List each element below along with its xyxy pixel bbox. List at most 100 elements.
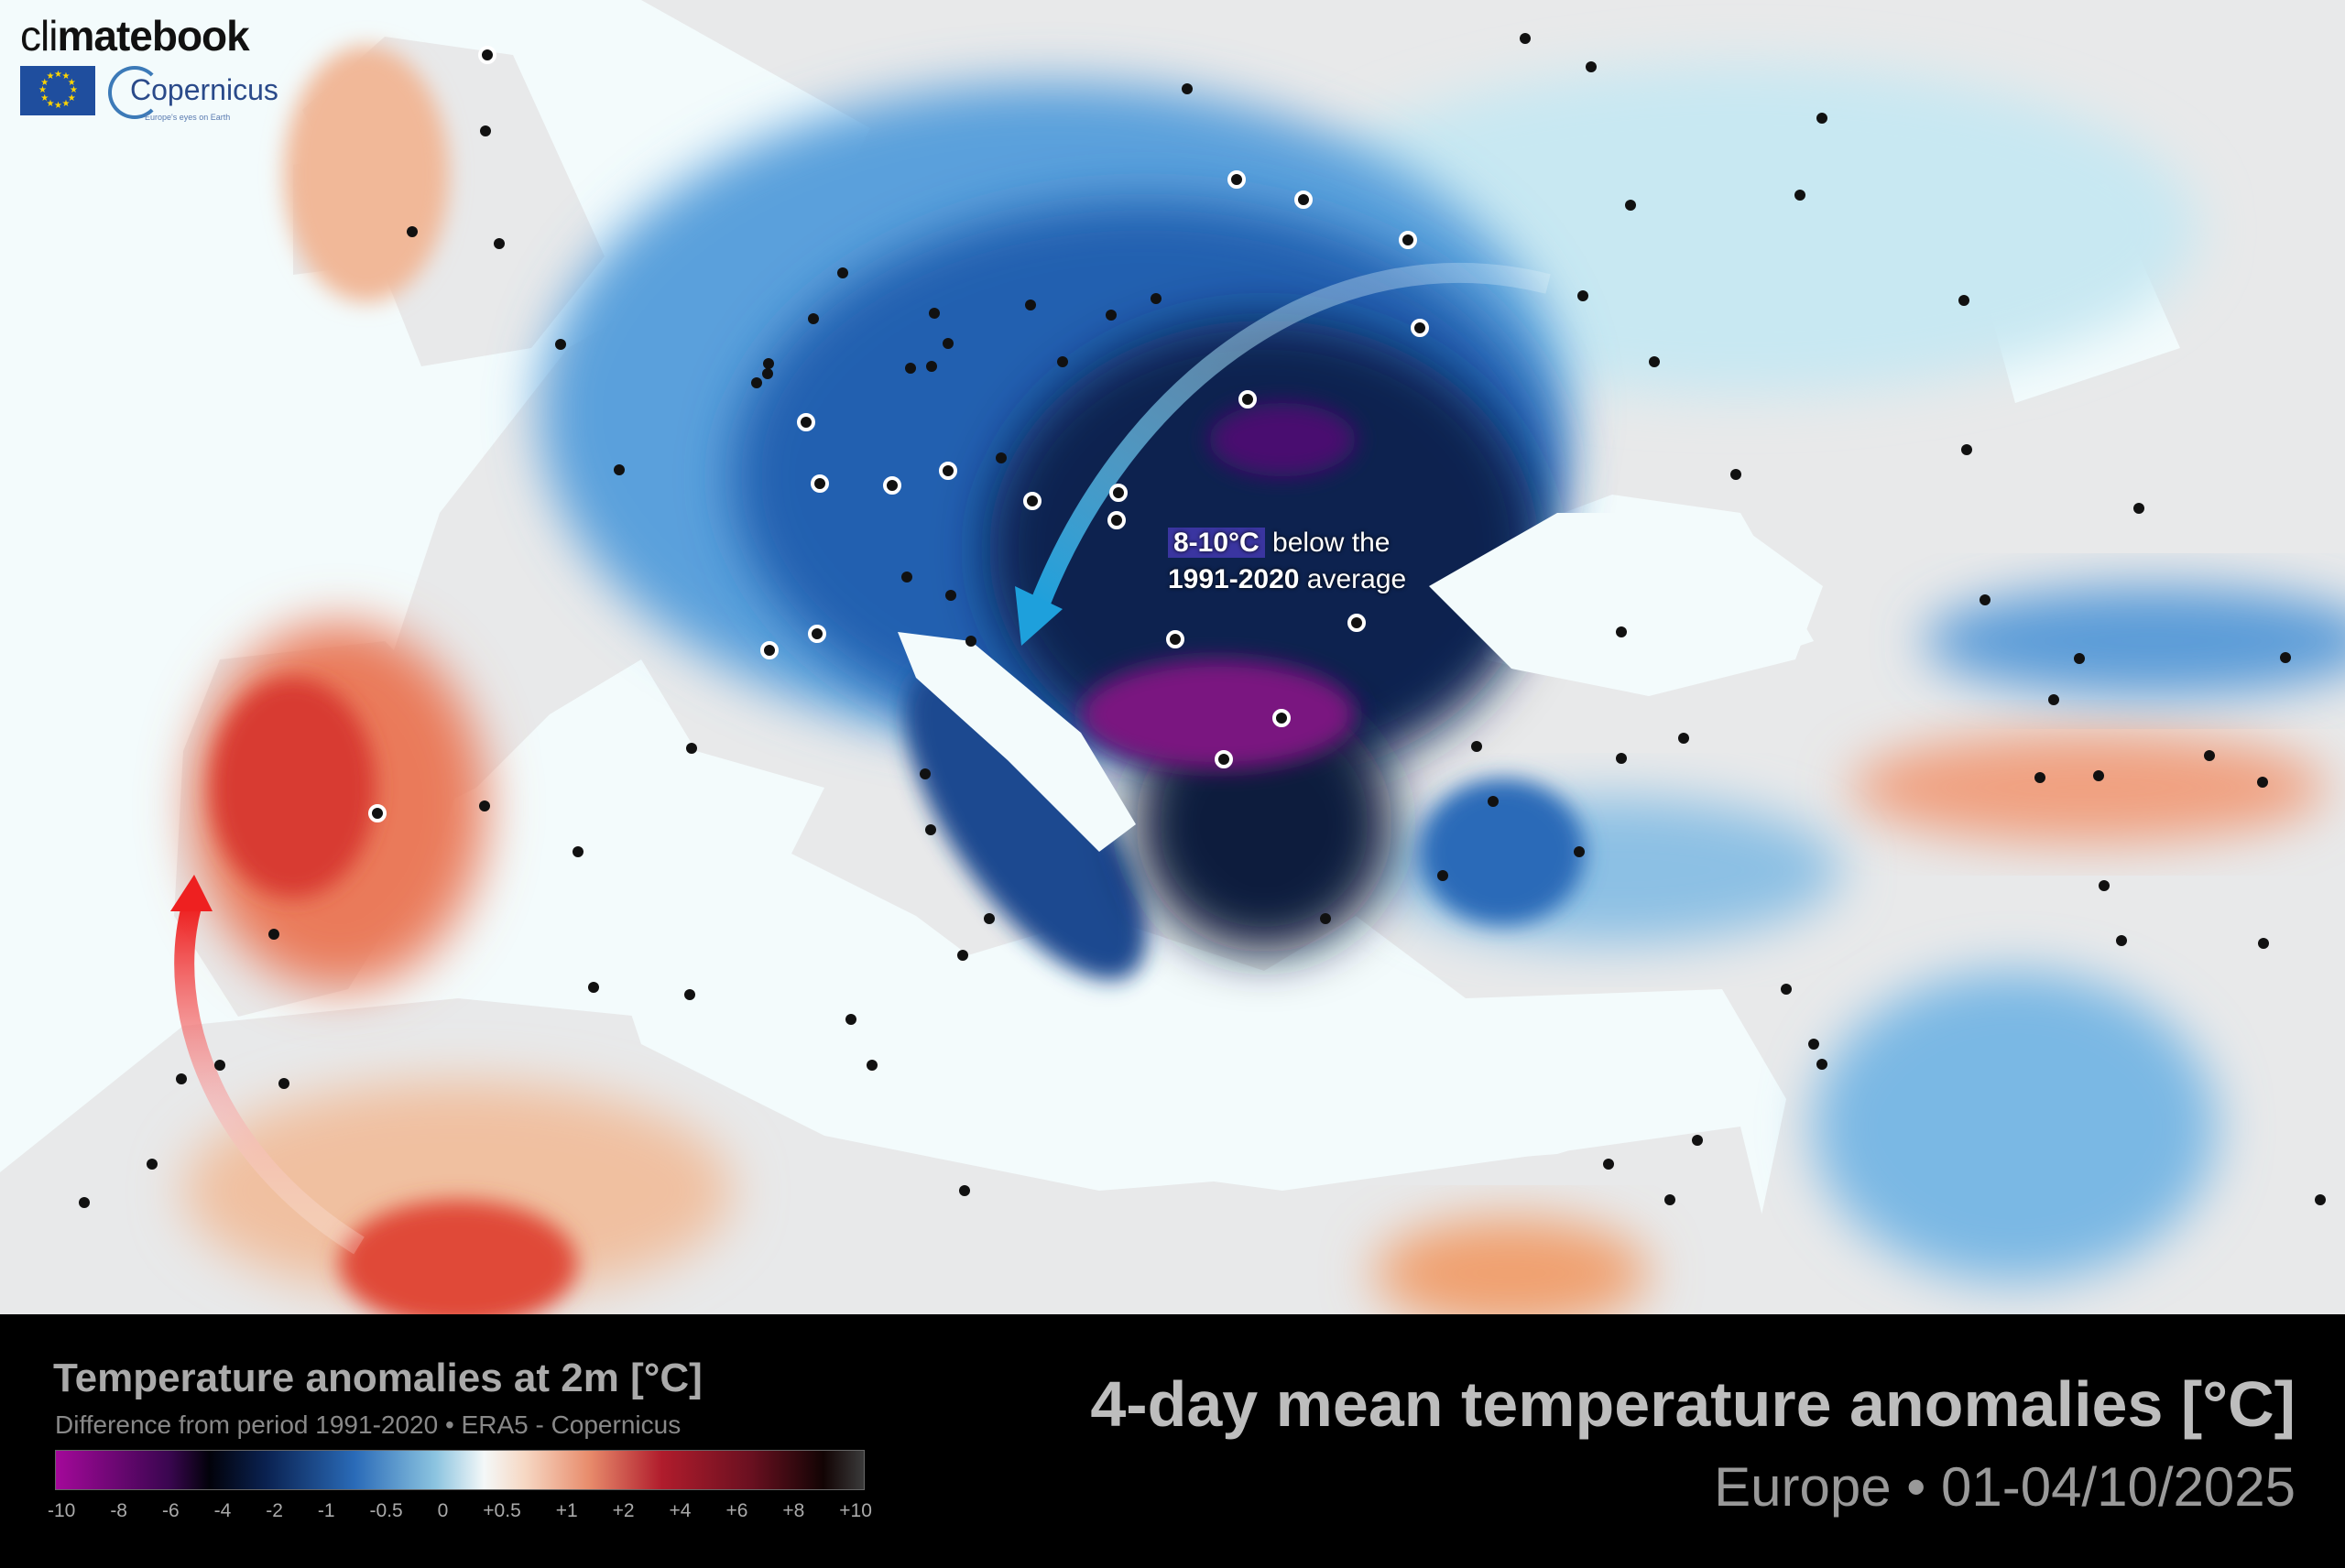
star-icon: ★ (46, 98, 55, 109)
legend-subtitle: Difference from period 1991-2020 • ERA5 … (55, 1410, 682, 1439)
city-marker (1781, 984, 1792, 995)
star-icon: ★ (61, 98, 71, 109)
tick-label: 0 (437, 1500, 449, 1521)
city-marker (214, 1060, 225, 1071)
city-marker (2034, 772, 2045, 783)
city-marker (943, 338, 954, 349)
city-marker (1574, 846, 1585, 857)
city-marker (588, 982, 599, 993)
tick-label: +1 (555, 1500, 578, 1521)
tick-label: +2 (612, 1500, 635, 1521)
legend-title: Temperature anomalies at 2m [°C] (53, 1356, 703, 1400)
city-marker (479, 800, 490, 811)
tick-label: +0.5 (483, 1500, 521, 1521)
anomaly-fields (183, 46, 2345, 1314)
star-icon: ★ (61, 71, 71, 82)
city-marker (901, 572, 912, 583)
city-marker (1320, 913, 1331, 924)
star-icon: ★ (38, 85, 47, 95)
city-marker (1215, 750, 1233, 768)
city-marker (763, 358, 774, 369)
city-marker (1057, 356, 1068, 367)
city-marker (1961, 444, 1972, 455)
climatebook-logo: climatebook ★ ★ ★ ★ ★ ★ ★ ★ ★ ★ ★ ★ Copernicus Euro… (20, 11, 282, 128)
warm-arrow-icon (174, 904, 365, 1255)
city-marker (965, 636, 976, 647)
city-marker (2133, 503, 2144, 514)
city-marker (494, 238, 505, 249)
city-marker (1808, 1039, 1819, 1050)
city-marker (79, 1197, 90, 1208)
city-marker (1471, 741, 1482, 752)
color-scale (55, 1450, 865, 1490)
tick-label: +10 (839, 1500, 872, 1521)
tick-label: -6 (161, 1500, 180, 1521)
city-marker (1586, 61, 1597, 72)
city-marker (1577, 290, 1588, 301)
city-marker (1678, 733, 1689, 744)
city-marker (368, 804, 387, 822)
city-marker (1347, 614, 1366, 632)
cold-arrow-head (1015, 586, 1063, 646)
city-marker (1166, 630, 1184, 648)
city-marker (920, 768, 931, 779)
city-marker (2099, 880, 2110, 891)
city-marker (1625, 200, 1636, 211)
brand-light: cli (20, 12, 58, 60)
city-marker (939, 462, 957, 480)
city-marker (837, 267, 848, 278)
city-marker (147, 1159, 158, 1170)
brand-bold: matebook (57, 12, 249, 60)
city-marker (1692, 1135, 1703, 1146)
city-marker (1238, 390, 1257, 408)
city-marker (176, 1073, 187, 1084)
warm-arrow-head (170, 875, 213, 911)
copernicus-ring-icon (108, 66, 161, 119)
city-marker (959, 1185, 970, 1196)
city-marker (957, 950, 968, 961)
brand-wordmark: climatebook (20, 11, 282, 60)
city-marker (2258, 938, 2269, 949)
city-marker (1488, 796, 1499, 807)
legend-bar: Temperature anomalies at 2m [°C] Differe… (0, 1314, 2345, 1568)
star-icon: ★ (67, 77, 76, 88)
city-marker (1616, 626, 1627, 637)
map-layer (0, 0, 2345, 1314)
city-marker (925, 824, 936, 835)
city-marker (996, 452, 1007, 463)
city-marker (945, 590, 956, 601)
city-marker (1649, 356, 1660, 367)
city-marker (845, 1014, 856, 1025)
color-scale-ticks: -10 -8 -6 -4 -2 -1 -0.5 0 +0.5 +1 +2 +4 +6 +8 +10 (48, 1499, 872, 1523)
city-marker (808, 625, 826, 643)
city-marker (1603, 1159, 1614, 1170)
city-marker (2257, 777, 2268, 788)
city-markers (79, 33, 2326, 1208)
city-marker (1109, 484, 1128, 502)
city-marker (1958, 295, 1969, 306)
city-marker (1023, 492, 1042, 510)
city-marker (929, 308, 940, 319)
star-icon: ★ (40, 77, 49, 88)
city-marker (1025, 299, 1036, 310)
star-icon: ★ (67, 93, 76, 103)
city-marker (905, 363, 916, 374)
city-marker (883, 476, 901, 495)
star-icon: ★ (54, 70, 62, 80)
star-icon: ★ (54, 101, 62, 111)
city-marker (480, 125, 491, 136)
city-marker (762, 368, 773, 379)
copernicus-logo: Copernicus Europe's eyes on Earth (108, 66, 282, 128)
city-marker (684, 989, 695, 1000)
city-marker (1294, 191, 1313, 209)
city-marker (808, 313, 819, 324)
annotation-text: below the (1264, 528, 1391, 558)
copernicus-wordmark: Copernicus (130, 73, 278, 106)
temperature-anomaly-map: climatebook ★ ★ ★ ★ ★ ★ ★ ★ ★ ★ ★ ★ Copernicus Euro… (0, 0, 2345, 1314)
annotation-period: 1991-2020 (1168, 564, 1300, 594)
city-marker (1664, 1194, 1675, 1205)
city-marker (1106, 310, 1117, 321)
city-marker (867, 1060, 878, 1071)
city-marker (1107, 511, 1126, 529)
city-marker (1730, 469, 1741, 480)
